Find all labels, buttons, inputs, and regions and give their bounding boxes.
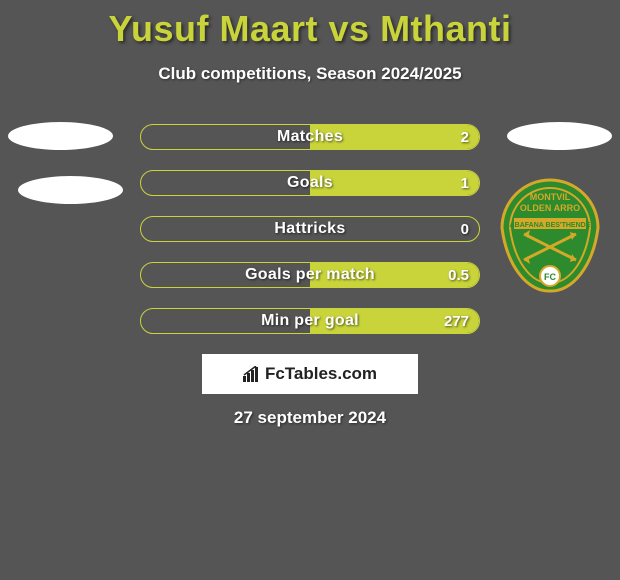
stat-row-matches: Matches 2 xyxy=(140,124,480,150)
crest-mid-text: OLDEN ARRO xyxy=(520,203,580,213)
stat-row-goals: Goals 1 xyxy=(140,170,480,196)
crest-banner-text: ABAFANA BES'THENDE xyxy=(510,222,591,229)
watermark-text: FcTables.com xyxy=(265,364,377,384)
stat-label: Min per goal xyxy=(141,309,479,333)
stat-label: Goals xyxy=(141,171,479,195)
date: 27 september 2024 xyxy=(0,408,620,428)
stat-label: Matches xyxy=(141,125,479,149)
stat-value-right: 0.5 xyxy=(448,263,469,287)
stat-value-right: 277 xyxy=(444,309,469,333)
stat-row-min-per-goal: Min per goal 277 xyxy=(140,308,480,334)
title: Yusuf Maart vs Mthanti xyxy=(0,0,620,50)
stat-label: Goals per match xyxy=(141,263,479,287)
stat-value-right: 2 xyxy=(461,125,469,149)
watermark[interactable]: FcTables.com xyxy=(202,354,418,394)
club-crest: MONTVIL OLDEN ARRO ABAFANA BES'THENDE FC xyxy=(500,178,600,293)
player-left-avatar-head xyxy=(8,122,113,150)
crest-fc-text: FC xyxy=(544,272,556,282)
stat-value-right: 0 xyxy=(461,217,469,241)
stat-row-goals-per-match: Goals per match 0.5 xyxy=(140,262,480,288)
player-left-avatar-body xyxy=(18,176,123,204)
subtitle: Club competitions, Season 2024/2025 xyxy=(0,64,620,84)
stat-value-right: 1 xyxy=(461,171,469,195)
player-right-avatar-head xyxy=(507,122,612,150)
chart-icon xyxy=(243,366,261,382)
stat-row-hattricks: Hattricks 0 xyxy=(140,216,480,242)
stats-bars: Matches 2 Goals 1 Hattricks 0 Goals per … xyxy=(140,124,480,354)
crest-top-text: MONTVIL xyxy=(530,192,571,202)
stat-label: Hattricks xyxy=(141,217,479,241)
